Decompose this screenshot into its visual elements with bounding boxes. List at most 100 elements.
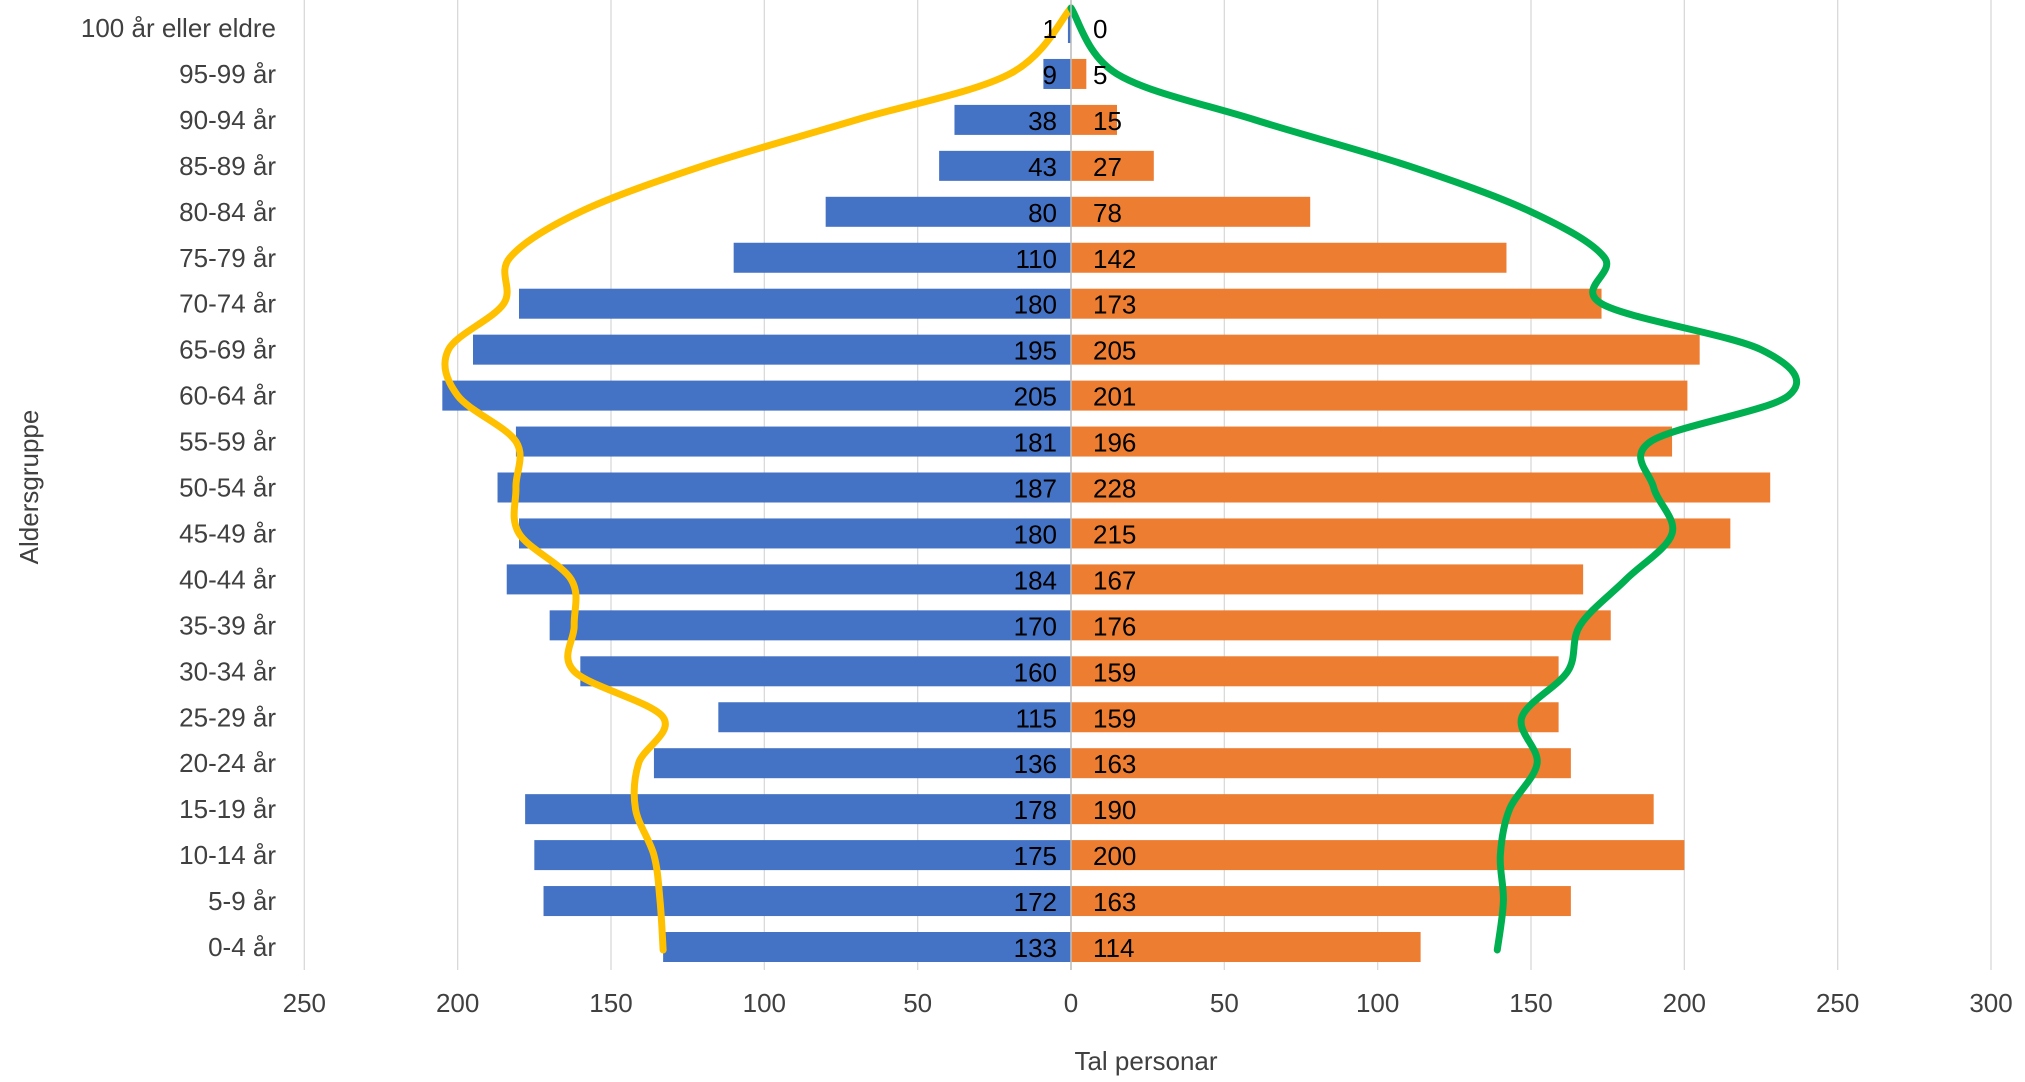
data-label-right: 176 xyxy=(1093,611,1136,641)
bar-left xyxy=(472,334,1071,365)
bar-right xyxy=(1071,242,1507,273)
data-label-right: 167 xyxy=(1093,565,1136,595)
bar-right xyxy=(1071,794,1654,825)
x-tick-label: 150 xyxy=(1509,988,1552,1018)
data-label-left: 180 xyxy=(1014,290,1057,320)
bar-right xyxy=(1071,518,1731,549)
bar-right xyxy=(1071,748,1571,779)
data-label-left: 38 xyxy=(1028,106,1057,136)
x-tick-label: 100 xyxy=(1356,988,1399,1018)
category-label: 70-74 år xyxy=(179,289,276,319)
bar-right xyxy=(1071,656,1559,687)
bar-left xyxy=(939,150,1071,181)
bar-right xyxy=(1071,288,1602,319)
overlay-line-left xyxy=(441,4,1075,954)
data-label-right: 163 xyxy=(1093,887,1136,917)
category-label: 40-44 år xyxy=(179,564,276,594)
data-label-left: 160 xyxy=(1014,657,1057,687)
data-label-right: 201 xyxy=(1093,382,1136,412)
bar-right xyxy=(1071,196,1311,227)
x-axis-title: Tal personar xyxy=(1074,1046,1217,1076)
data-label-right: 15 xyxy=(1093,106,1122,136)
category-label: 5-9 år xyxy=(208,886,276,916)
data-label-left: 43 xyxy=(1028,152,1057,182)
data-label-left: 184 xyxy=(1014,565,1057,595)
bar-right xyxy=(1071,58,1087,89)
data-label-right: 190 xyxy=(1093,795,1136,825)
bar-left xyxy=(515,426,1071,457)
bar-left xyxy=(525,794,1071,825)
data-label-left: 115 xyxy=(1016,703,1057,733)
data-label-right: 78 xyxy=(1093,198,1122,228)
y-axis-title: Aldersgruppe xyxy=(14,410,44,565)
bar-left xyxy=(733,242,1071,273)
bar-left xyxy=(534,840,1071,871)
data-label-left: 172 xyxy=(1014,887,1057,917)
bar-left xyxy=(718,702,1071,733)
bar-left xyxy=(580,656,1071,687)
data-label-right: 173 xyxy=(1093,290,1136,320)
category-label: 0-4 år xyxy=(208,932,276,962)
bar-left xyxy=(497,472,1071,503)
data-label-right: 159 xyxy=(1093,657,1136,687)
data-label-left: 136 xyxy=(1014,749,1057,779)
x-tick-label: 250 xyxy=(1816,988,1859,1018)
data-label-left: 1 xyxy=(1043,14,1057,44)
x-tick-label: 250 xyxy=(283,988,326,1018)
data-label-left: 133 xyxy=(1014,933,1057,963)
x-tick-label: 200 xyxy=(1663,988,1706,1018)
category-label: 30-34 år xyxy=(179,656,276,686)
data-label-right: 163 xyxy=(1093,749,1136,779)
bar-right xyxy=(1071,886,1571,917)
data-label-right: 27 xyxy=(1093,152,1122,182)
x-tick-label: 150 xyxy=(589,988,632,1018)
x-tick-label: 300 xyxy=(1969,988,2012,1018)
category-label: 85-89 år xyxy=(179,151,276,181)
data-label-right: 196 xyxy=(1093,428,1136,458)
overlay-line-right xyxy=(1067,4,1801,954)
category-label: 80-84 år xyxy=(179,197,276,227)
bar-left xyxy=(518,288,1071,319)
category-label: 75-79 år xyxy=(179,243,276,273)
category-label: 45-49 år xyxy=(179,518,276,548)
category-label: 25-29 år xyxy=(179,702,276,732)
bar-right xyxy=(1071,472,1771,503)
bar-right xyxy=(1071,932,1421,962)
data-label-right: 0 xyxy=(1093,14,1107,44)
bar-left xyxy=(518,518,1071,549)
bar-right xyxy=(1071,334,1700,365)
bar-left xyxy=(543,886,1071,917)
data-label-left: 170 xyxy=(1014,611,1057,641)
category-label: 50-54 år xyxy=(179,473,276,503)
bar-right xyxy=(1071,610,1611,641)
data-label-left: 180 xyxy=(1014,519,1057,549)
data-label-right: 228 xyxy=(1093,474,1136,504)
data-label-left: 187 xyxy=(1014,474,1057,504)
bar-left xyxy=(653,748,1071,779)
data-label-right: 200 xyxy=(1093,841,1136,871)
data-label-right: 215 xyxy=(1093,519,1136,549)
bar-left xyxy=(442,380,1071,411)
data-label-left: 181 xyxy=(1014,428,1057,458)
data-label-right: 142 xyxy=(1093,244,1136,274)
bar-left xyxy=(506,564,1072,595)
bar-left xyxy=(825,196,1071,227)
category-label: 65-69 år xyxy=(179,335,276,365)
category-label: 100 år eller eldre xyxy=(81,13,276,43)
bar-left xyxy=(1043,58,1071,89)
bar-right xyxy=(1071,104,1118,135)
x-tick-label: 100 xyxy=(743,988,786,1018)
category-label: 20-24 år xyxy=(179,748,276,778)
bar-right xyxy=(1071,564,1584,595)
category-label: 10-14 år xyxy=(179,840,276,870)
category-label: 55-59 år xyxy=(179,427,276,457)
category-label: 15-19 år xyxy=(179,794,276,824)
data-label-left: 9 xyxy=(1043,60,1057,90)
category-label: 60-64 år xyxy=(179,381,276,411)
x-tick-label: 200 xyxy=(436,988,479,1018)
data-label-right: 114 xyxy=(1093,933,1134,963)
data-label-left: 195 xyxy=(1014,336,1057,366)
category-label: 35-39 år xyxy=(179,610,276,640)
